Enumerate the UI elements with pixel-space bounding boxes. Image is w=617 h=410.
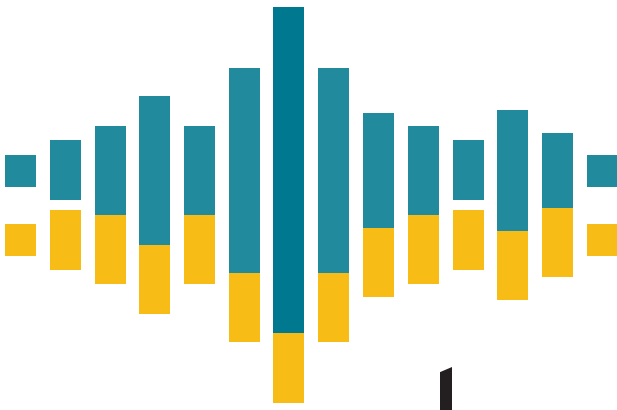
yellow-bar-4	[139, 245, 170, 314]
teal-bar-4	[139, 96, 170, 245]
teal-bar-1	[5, 155, 36, 187]
teal-bar-2	[50, 140, 81, 200]
teal-bar-7	[273, 7, 304, 333]
yellow-bar-3	[95, 215, 126, 284]
yellow-bar-6	[229, 273, 260, 342]
yellow-bar-11	[453, 210, 484, 270]
yellow-bar-2	[50, 210, 81, 270]
teal-bar-6	[229, 68, 260, 273]
yellow-bar-10	[408, 215, 439, 284]
black-marker-shape	[440, 367, 452, 410]
teal-bar-8	[318, 68, 349, 273]
teal-bar-13	[542, 133, 573, 208]
yellow-bar-5	[184, 215, 215, 284]
yellow-bar-13	[542, 208, 573, 277]
yellow-bar-12	[497, 231, 528, 300]
teal-bar-11	[453, 140, 484, 200]
yellow-bar-8	[318, 273, 349, 342]
yellow-bar-7	[273, 333, 304, 403]
yellow-bar-1	[5, 224, 36, 256]
teal-bar-10	[408, 126, 439, 215]
teal-bar-9	[363, 113, 394, 228]
teal-bar-3	[95, 126, 126, 215]
teal-bar-5	[184, 126, 215, 215]
teal-bar-12	[497, 110, 528, 231]
teal-bar-14	[587, 155, 617, 187]
yellow-bar-14	[587, 224, 617, 256]
yellow-bar-9	[363, 228, 394, 297]
